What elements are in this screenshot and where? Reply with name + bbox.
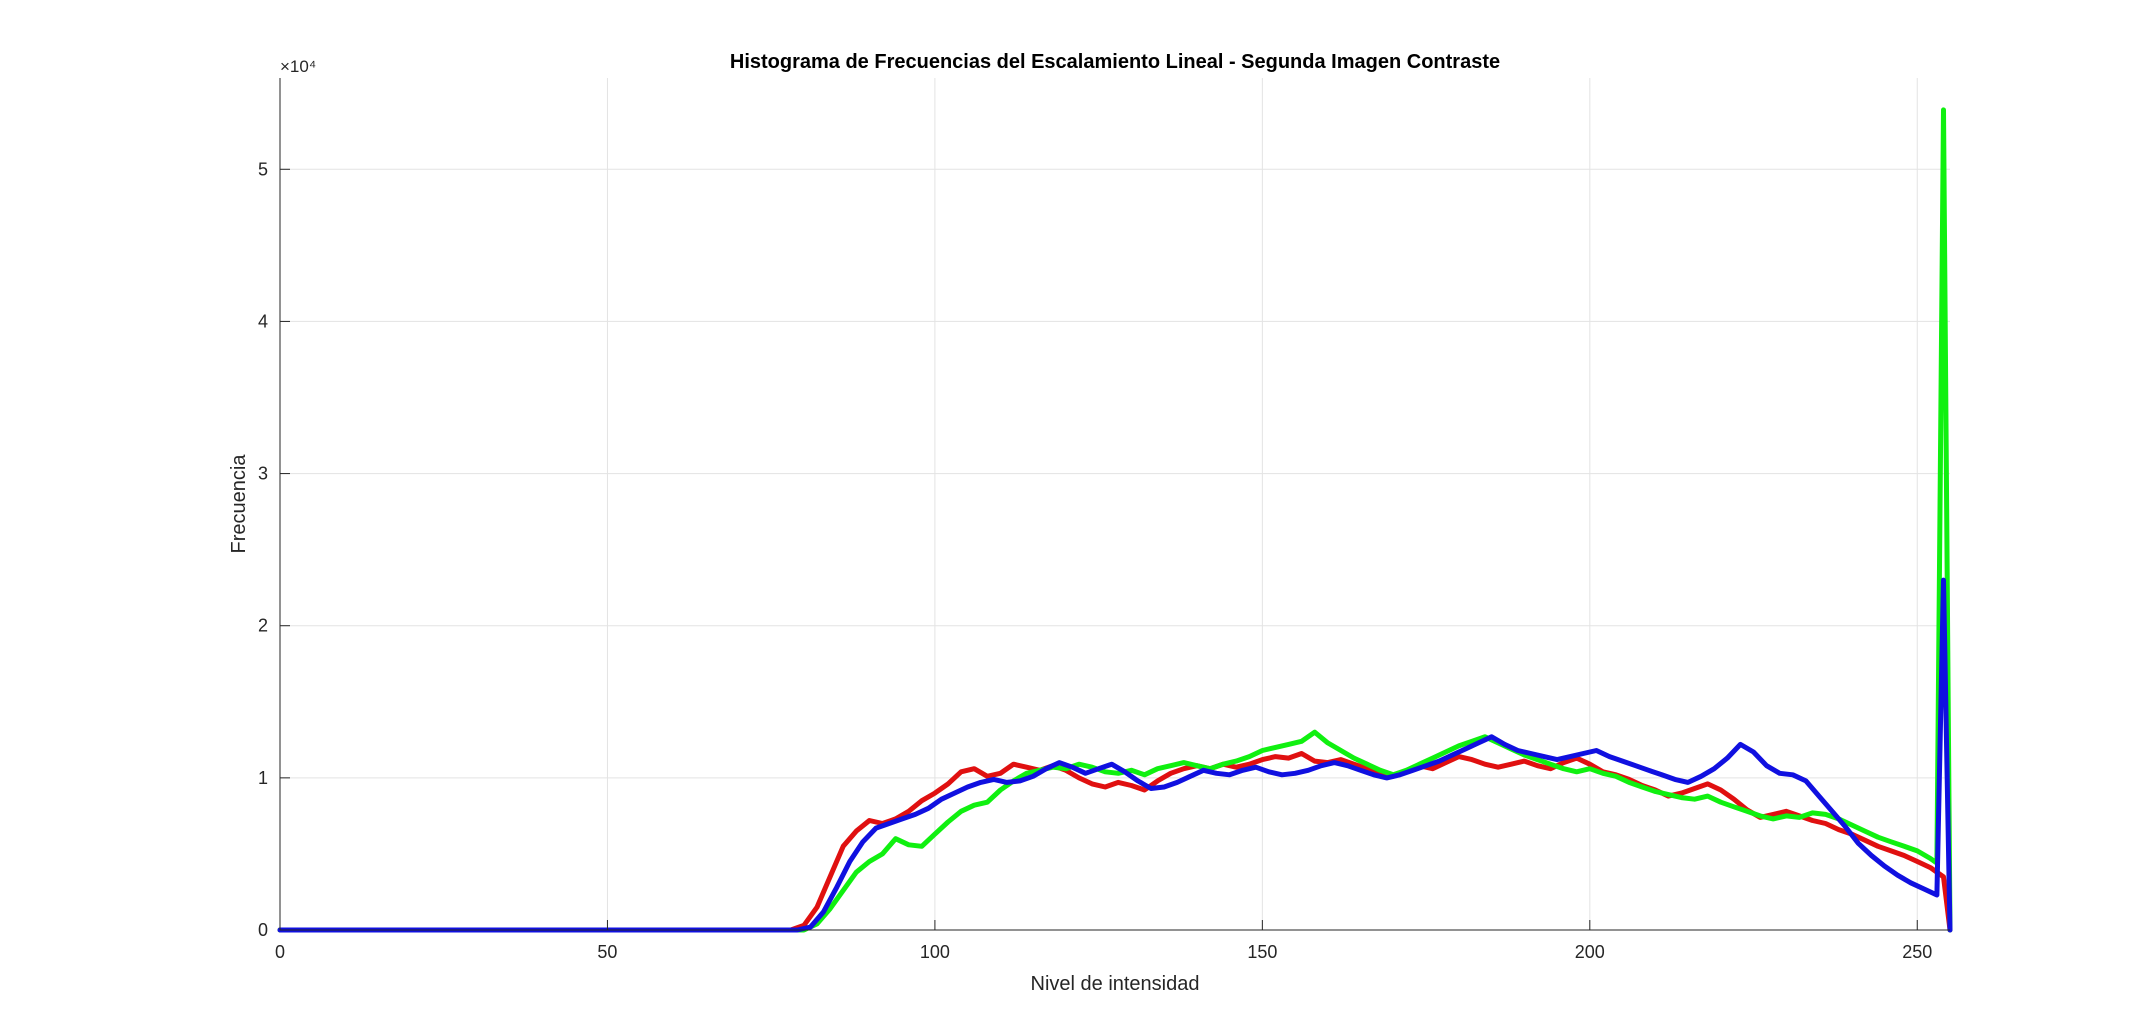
y-axis-exponent-label: ×10⁴ xyxy=(280,57,316,76)
y-axis-label: Frecuencia xyxy=(228,454,250,554)
grid xyxy=(280,78,1950,930)
series-line-3 xyxy=(277,577,1953,933)
x-tick-label: 150 xyxy=(1247,942,1277,962)
y-tick-label: 0 xyxy=(258,920,268,940)
series-line-1 xyxy=(277,751,1953,933)
y-tick-label: 1 xyxy=(258,768,268,788)
axes xyxy=(279,78,1950,931)
x-tick-label: 100 xyxy=(920,942,950,962)
x-tick-label: 0 xyxy=(275,942,285,962)
series-line-2 xyxy=(277,107,1953,933)
x-tick-label: 200 xyxy=(1575,942,1605,962)
tick-labels: 0 50 100 150 200 250 0 1 2 3 4 5 xyxy=(258,159,1932,962)
chart-title: Histograma de Frecuencias del Escalamien… xyxy=(730,51,1500,73)
y-tick-label: 5 xyxy=(258,159,268,179)
series-lines xyxy=(277,107,1953,933)
y-tick-label: 2 xyxy=(258,616,268,636)
x-axis-label: Nivel de intensidad xyxy=(1031,973,1200,995)
y-tick-label: 4 xyxy=(258,311,268,331)
y-tick-label: 3 xyxy=(258,464,268,484)
plot-area xyxy=(280,78,1950,930)
x-tick-label: 250 xyxy=(1902,942,1932,962)
x-tick-label: 50 xyxy=(597,942,617,962)
